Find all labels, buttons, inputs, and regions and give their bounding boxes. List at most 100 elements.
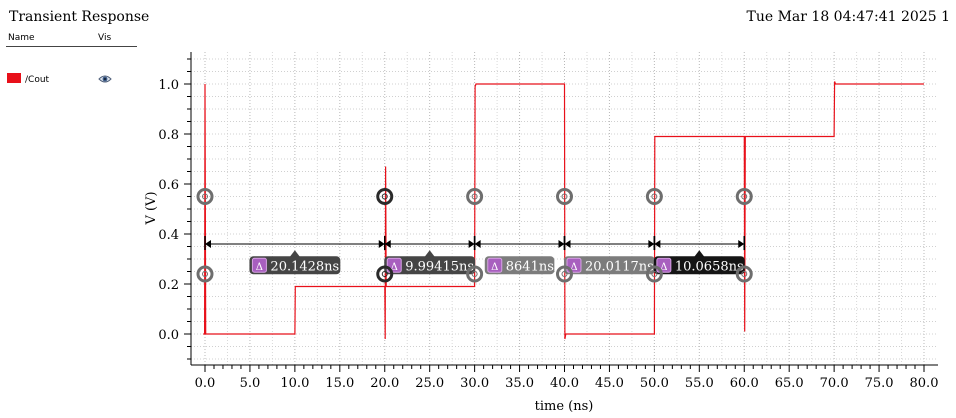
eye-icon[interactable] bbox=[98, 74, 112, 84]
delta-symbol: Δ bbox=[491, 262, 498, 273]
delta-arrow-right bbox=[648, 240, 655, 248]
y-tick-label: 0.8 bbox=[158, 128, 179, 143]
x-axis-ticks: 0.0 5.0 10.0 15.0 20.0 25.0 30.0 35.0 40.0 45.0 50… bbox=[195, 365, 939, 391]
x-tick-label: 80.0 bbox=[910, 376, 939, 391]
datestamp: Tue Mar 18 04:47:41 2025 1 bbox=[746, 9, 951, 25]
delta-symbol: Δ bbox=[391, 262, 398, 273]
x-tick-label: 10.0 bbox=[280, 376, 309, 391]
cursor-marker[interactable] bbox=[645, 188, 663, 205]
x-tick-label: 50.0 bbox=[640, 376, 669, 391]
delta-badge bbox=[249, 256, 341, 275]
x-tick-label: 30.0 bbox=[460, 376, 489, 391]
delta-arrow-right bbox=[738, 240, 745, 248]
cursor-marker[interactable] bbox=[196, 188, 214, 205]
legend-name-header: Name bbox=[8, 33, 35, 43]
cursor-marker[interactable] bbox=[376, 265, 394, 283]
delta-badge bbox=[563, 256, 655, 275]
cursor-marker[interactable] bbox=[735, 188, 753, 205]
x-tick-label: 15.0 bbox=[325, 376, 354, 391]
cursor-marker-dot bbox=[471, 193, 478, 200]
delta-symbol: Δ bbox=[660, 262, 667, 273]
x-tick-label: 0.0 bbox=[195, 376, 216, 391]
window-title: Transient Response bbox=[9, 9, 150, 25]
cursor-marker[interactable] bbox=[556, 188, 573, 205]
delta-badge-pointer bbox=[289, 250, 300, 257]
delta-label: 8641ns bbox=[506, 259, 554, 274]
cursor-marker-ring bbox=[645, 265, 663, 283]
delta-label: 20.0117ns bbox=[585, 259, 654, 274]
cursor-marker-dot bbox=[471, 271, 478, 277]
y-axis-label: V (V) bbox=[144, 191, 159, 225]
delta-arrow-left bbox=[654, 240, 661, 248]
delta-label: 9.99415ns bbox=[405, 259, 474, 274]
cursor-marker-dot bbox=[381, 271, 388, 277]
x-tick-label: 25.0 bbox=[415, 376, 444, 391]
delta-markers[interactable]: Δ 20.1428ns Δ 9.99415ns Δ 8641ns Δ 20.0117ns Δ 10… bbox=[204, 236, 745, 275]
series-layer bbox=[203, 81, 924, 340]
cursor-marker-dot bbox=[741, 271, 748, 277]
y-tick-label: 0.0 bbox=[158, 328, 179, 343]
cursor-marker[interactable] bbox=[466, 188, 484, 205]
legend-header: Name Vis bbox=[6, 32, 137, 47]
cursor-marker-dot bbox=[651, 271, 658, 277]
delta-arrow-right bbox=[378, 240, 385, 248]
series-line-cout bbox=[203, 81, 924, 340]
cursor-marker-ring bbox=[735, 265, 753, 283]
cursor-marker-dot bbox=[741, 193, 748, 200]
cursor-marker-ring bbox=[466, 265, 484, 283]
delta-symbol: Δ bbox=[570, 262, 577, 273]
delta-measurement[interactable]: Δ 20.0117ns bbox=[563, 236, 656, 275]
x-tick-label: 40.0 bbox=[550, 376, 579, 391]
delta-measurement[interactable]: Δ 8641ns bbox=[473, 236, 566, 275]
delta-arrow-left bbox=[205, 240, 211, 248]
x-tick-label: 5.0 bbox=[240, 376, 261, 391]
cursor-marker-dot bbox=[561, 193, 568, 200]
y-tick-label: 0.6 bbox=[158, 178, 179, 193]
cursor-marker[interactable] bbox=[645, 265, 663, 283]
legend-color-swatch bbox=[7, 73, 21, 83]
cursor-marker-ring bbox=[556, 188, 573, 205]
delta-badge bbox=[384, 256, 476, 275]
cursor-marker-ring bbox=[376, 265, 394, 283]
cursor-marker[interactable] bbox=[196, 265, 214, 283]
delta-arrow-left bbox=[384, 240, 391, 248]
delta-measurement[interactable]: Δ 20.1428ns bbox=[204, 236, 386, 275]
legend-vis-header: Vis bbox=[98, 33, 112, 43]
delta-badge bbox=[653, 256, 745, 275]
cursor-marker[interactable] bbox=[466, 265, 484, 283]
cursor-marker-ring bbox=[556, 265, 573, 283]
cursor-marker-ring bbox=[376, 188, 394, 205]
x-tick-label: 45.0 bbox=[595, 376, 624, 391]
legend-item-cout[interactable]: /Cout bbox=[6, 72, 137, 88]
delta-label: 20.1428ns bbox=[270, 259, 339, 274]
delta-icon bbox=[487, 257, 503, 273]
y-tick-label: 1.0 bbox=[158, 78, 179, 93]
x-tick-label: 75.0 bbox=[865, 376, 894, 391]
cursor-marker-dot bbox=[561, 271, 568, 277]
delta-symbol: Δ bbox=[256, 262, 263, 273]
x-tick-label: 60.0 bbox=[730, 376, 759, 391]
cursor-marker-ring bbox=[196, 265, 214, 283]
cursor-marker-ring bbox=[645, 188, 663, 205]
cursor-markers[interactable] bbox=[196, 188, 753, 283]
cursor-marker-ring bbox=[466, 188, 484, 205]
delta-badge-pointer bbox=[424, 250, 435, 257]
cursor-marker[interactable] bbox=[735, 265, 753, 283]
delta-arrow-left bbox=[564, 240, 571, 248]
cursor-marker[interactable] bbox=[556, 265, 573, 283]
cursor-marker-dot bbox=[202, 193, 208, 200]
x-tick-label: 55.0 bbox=[685, 376, 714, 391]
delta-arrow-left bbox=[474, 240, 481, 248]
cursor-marker-dot bbox=[202, 271, 208, 277]
cursor-marker-ring bbox=[735, 188, 753, 205]
cursor-marker[interactable] bbox=[376, 188, 394, 205]
cursor-marker-ring bbox=[196, 188, 214, 205]
cursor-marker-dot bbox=[651, 193, 658, 200]
delta-measurement[interactable]: Δ 9.99415ns bbox=[384, 236, 476, 275]
x-axis-label: time (ns) bbox=[535, 399, 594, 414]
delta-label: 10.0658ns bbox=[675, 259, 744, 274]
y-tick-label: 0.2 bbox=[158, 278, 179, 293]
y-axis-ticks: 0.0 0.2 0.4 0.6 0.8 1.0 bbox=[158, 58, 191, 360]
delta-icon bbox=[251, 257, 267, 273]
